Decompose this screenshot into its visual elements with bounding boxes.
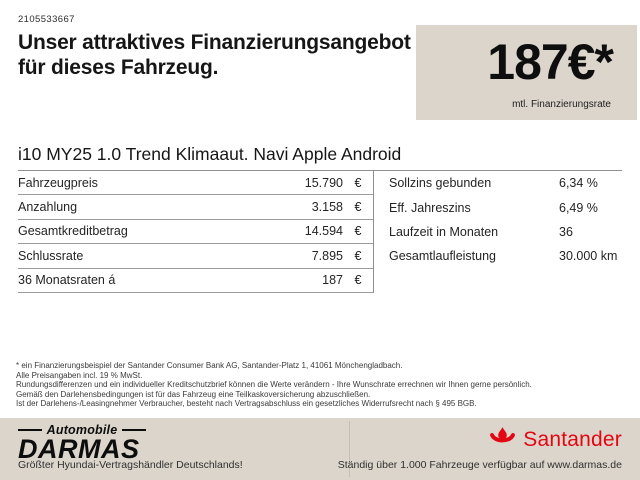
monthly-rate-box: 187€* mtl. Finanzierungsrate (416, 25, 637, 120)
row-value: 15.790 (304, 175, 343, 190)
table-row: Anzahlung 3.158 € (18, 195, 373, 220)
fine-print-line: * ein Finanzierungsbeispiel der Santande… (16, 361, 403, 370)
footer: Automobile DARMAS Größter Hyundai-Vertra… (0, 418, 640, 480)
vehicle-title: i10 MY25 1.0 Trend Klimaaut. Navi Apple … (18, 144, 622, 171)
availability-tagline: Ständig über 1.000 Fahrzeuge verfügbar a… (337, 459, 622, 471)
row-value: 36 (559, 224, 573, 239)
fine-print-line: Ist der Darlehens-/Leasingnehmer Verbrau… (16, 399, 477, 409)
offer-id: 2105533667 (18, 14, 75, 25)
row-label: Schlussrate (18, 248, 84, 263)
row-unit: € (354, 224, 362, 239)
headline-line2: für dieses Fahrzeug. (18, 56, 219, 79)
row-unit: € (354, 273, 362, 288)
row-value: 6,34 % (559, 176, 598, 191)
santander-flame-icon (489, 427, 516, 453)
finance-table: Fahrzeugpreis 15.790 € Anzahlung 3.158 €… (18, 171, 622, 293)
row-value: 14.594 (304, 224, 343, 239)
row-label: Gesamtkreditbetrag (18, 224, 128, 239)
logo-line-right (122, 429, 146, 431)
fine-print-line: Rundungsdifferenzen und ein individuelle… (16, 380, 532, 390)
fine-print-line: Alle Preisangaben incl. 19 % MwSt. (16, 370, 143, 380)
row-value: 30.000 km (559, 249, 618, 264)
row-label: Fahrzeugpreis (18, 175, 98, 190)
footer-divider (349, 421, 350, 477)
row-unit: € (354, 248, 362, 263)
row-unit: € (354, 200, 362, 215)
table-row: Gesamtkreditbetrag 14.594 € (18, 220, 373, 245)
table-row: Fahrzeugpreis 15.790 € (18, 171, 373, 196)
table-row: Schlussrate 7.895 € (18, 244, 373, 269)
table-row: 36 Monatsraten á 187 € (18, 269, 373, 293)
fine-print: * ein Finanzierungsbeispiel der Santande… (16, 361, 628, 409)
dealer-tagline: Größter Hyundai-Vertragshändler Deutschl… (18, 459, 243, 471)
row-label: Laufzeit in Monaten (389, 224, 499, 239)
row-value: 6,49 % (559, 200, 598, 215)
row-label: Gesamtlaufleistung (389, 249, 497, 264)
monthly-rate-caption: mtl. Finanzierungsrate (512, 99, 611, 110)
row-label: 36 Monatsraten á (18, 273, 116, 288)
darmas-logo-top: Automobile (18, 423, 146, 437)
logo-line-left (18, 429, 42, 431)
headline-line1: Unser attraktives Finanzierungsangebot (18, 31, 411, 54)
row-label: Eff. Jahreszins (389, 200, 471, 215)
finance-table-left-column: Fahrzeugpreis 15.790 € Anzahlung 3.158 €… (18, 171, 374, 293)
row-value: 3.158 (311, 200, 343, 215)
table-row: Laufzeit in Monaten 36 (389, 220, 622, 244)
santander-wordmark: Santander (523, 428, 622, 451)
row-label: Sollzins gebunden (389, 176, 492, 191)
table-row: Eff. Jahreszins 6,49 % (389, 195, 622, 219)
darmas-logo-wordmark: DARMAS (18, 434, 140, 464)
row-label: Anzahlung (18, 200, 78, 215)
darmas-logo: Automobile DARMAS (18, 423, 146, 464)
table-row: Sollzins gebunden 6,34 % (389, 171, 622, 195)
headline: Unser attraktives Finanzierungsangebot f… (18, 30, 411, 80)
row-value: 187 (322, 273, 343, 288)
darmas-logo-subtitle: Automobile (46, 423, 118, 437)
row-unit: € (354, 175, 362, 190)
table-row: Gesamtlaufleistung 30.000 km (389, 244, 622, 268)
fine-print-line: Gemäß den Darlehensbedingungen ist für d… (16, 389, 371, 399)
finance-table-right-column: Sollzins gebunden 6,34 % Eff. Jahreszins… (374, 171, 622, 293)
santander-logo: Santander (489, 427, 622, 453)
monthly-rate-amount: 187€* (487, 34, 614, 90)
row-value: 7.895 (311, 248, 343, 263)
